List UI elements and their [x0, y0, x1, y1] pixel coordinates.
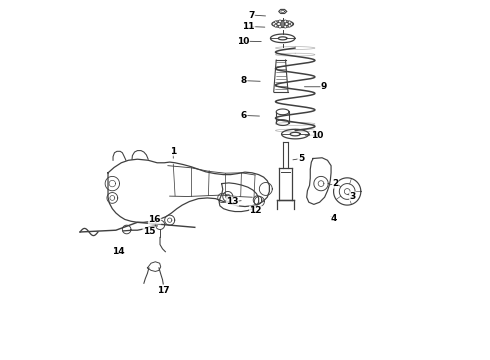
Circle shape: [288, 24, 291, 27]
Text: 1: 1: [170, 147, 176, 156]
Text: 14: 14: [113, 247, 125, 256]
Text: 5: 5: [298, 154, 304, 163]
Text: 9: 9: [321, 82, 327, 91]
Circle shape: [284, 25, 287, 28]
Text: 4: 4: [331, 214, 337, 223]
Circle shape: [284, 20, 287, 23]
Circle shape: [278, 25, 281, 28]
Circle shape: [272, 23, 275, 26]
Text: 2: 2: [332, 179, 339, 188]
Text: 13: 13: [226, 197, 239, 206]
Text: 3: 3: [349, 192, 356, 201]
Text: 16: 16: [148, 215, 161, 224]
Circle shape: [274, 24, 277, 27]
Circle shape: [274, 21, 277, 24]
Circle shape: [278, 20, 281, 23]
Text: 15: 15: [143, 227, 155, 236]
Text: 7: 7: [248, 10, 255, 19]
Text: 10: 10: [311, 131, 323, 140]
Text: 12: 12: [249, 206, 262, 215]
Circle shape: [288, 21, 291, 24]
Text: 8: 8: [241, 76, 247, 85]
Text: 10: 10: [237, 37, 249, 46]
Text: 11: 11: [243, 22, 255, 31]
Text: 6: 6: [241, 111, 247, 120]
Circle shape: [290, 23, 293, 26]
Text: 17: 17: [157, 286, 170, 295]
